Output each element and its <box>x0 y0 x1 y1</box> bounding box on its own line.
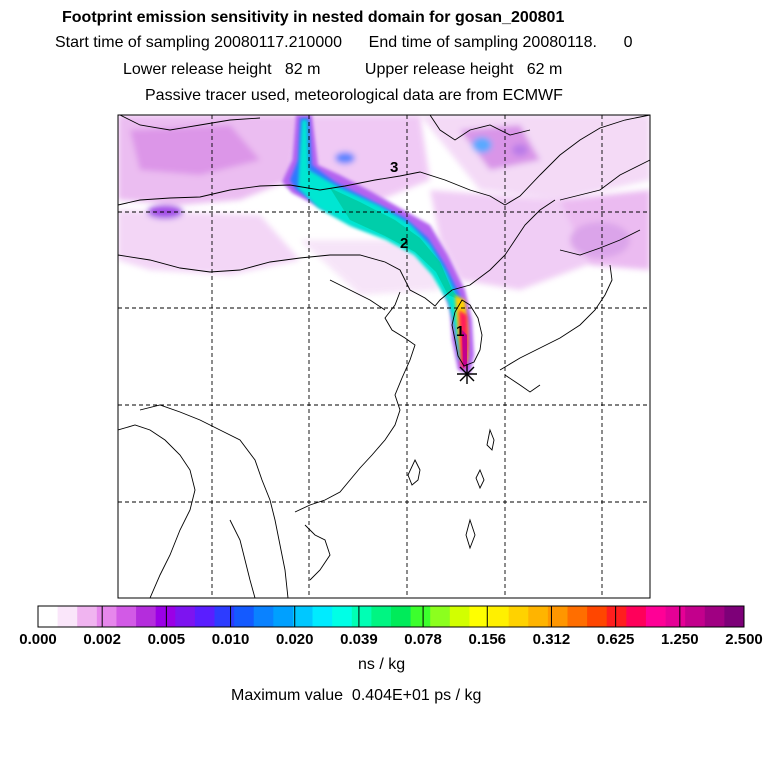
colorbar-tick-label: 0.005 <box>147 631 186 648</box>
colorbar-cell <box>665 606 686 627</box>
colorbar-tick-label: 0.312 <box>532 631 571 648</box>
colorbar-cell <box>234 606 255 627</box>
sampling-time-line: Start time of sampling 20080117.210000 E… <box>55 34 633 51</box>
colorbar-cell <box>214 606 235 627</box>
tracer-info-line: Passive tracer used, meteorological data… <box>145 87 563 104</box>
colorbar-cell <box>567 606 588 627</box>
colorbar-cell <box>96 606 117 627</box>
receptor-star-icon <box>457 364 477 384</box>
colorbar-cell <box>547 606 568 627</box>
colorbar-cell <box>391 606 412 627</box>
colorbar-cell <box>528 606 549 627</box>
day-label-2: 2 <box>400 235 408 252</box>
colorbar-cell <box>253 606 274 627</box>
colorbar-cell <box>136 606 157 627</box>
colorbar-cell <box>371 606 392 627</box>
colorbar-cell <box>194 606 215 627</box>
colorbar-tick-label: 0.010 <box>211 631 250 648</box>
colorbar-cell <box>704 606 725 627</box>
colorbar-cell <box>57 606 78 627</box>
colorbar-tick-label: 0.156 <box>468 631 507 648</box>
colorbar-tick-label: 0.002 <box>83 631 121 648</box>
colorbar-cell <box>469 606 490 627</box>
colorbar-cell <box>312 606 333 627</box>
colorbar-units: ns / kg <box>358 656 406 673</box>
emission-plume <box>282 115 474 375</box>
colorbar-tick-label: 1.250 <box>661 631 699 648</box>
colorbar-cell <box>724 606 745 627</box>
maximum-value-label: Maximum value 0.404E+01 ps / kg <box>231 687 482 704</box>
map-frame <box>117 114 651 599</box>
colorbar-tick-label: 0.020 <box>275 631 314 648</box>
colorbar-tick-label: 0.000 <box>19 631 57 648</box>
colorbar-cell <box>489 606 510 627</box>
day-label-3: 3 <box>390 159 398 176</box>
colorbar-cell <box>410 606 431 627</box>
colorbar-tick-label: 2.500 <box>725 631 763 648</box>
lat-lon-grid <box>118 115 650 598</box>
colorbar-cell <box>155 606 176 627</box>
colorbar-cell <box>430 606 451 627</box>
day-label-1: 1 <box>456 323 464 340</box>
colorbar-tick-label: 0.625 <box>596 631 635 648</box>
colorbar-cell <box>645 606 666 627</box>
colorbar-cell <box>685 606 706 627</box>
colorbar-cell <box>626 606 647 627</box>
colorbar-cell <box>38 606 59 627</box>
plot-title: Footprint emission sensitivity in nested… <box>62 9 565 26</box>
colorbar-tick-label: 0.039 <box>340 631 378 648</box>
release-height-line: Lower release height 82 m Upper release … <box>123 61 563 78</box>
colorbar-cell <box>292 606 313 627</box>
colorbar-cell <box>508 606 529 627</box>
colorbar-cell <box>351 606 372 627</box>
colorbar-cell <box>273 606 294 627</box>
colorbar-tick-label: 0.078 <box>404 631 442 648</box>
colorbar-cell <box>116 606 137 627</box>
colorbar-cell <box>449 606 470 627</box>
colorbar-cell <box>332 606 353 627</box>
colorbar-cell <box>77 606 98 627</box>
coastlines <box>118 115 650 598</box>
colorbar-cell <box>175 606 196 627</box>
colorbar-cell <box>606 606 627 627</box>
colorbar-cell <box>587 606 608 627</box>
